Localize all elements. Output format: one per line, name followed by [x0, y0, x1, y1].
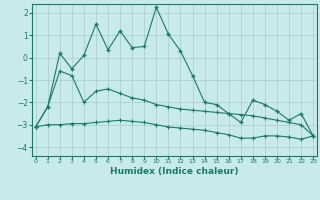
X-axis label: Humidex (Indice chaleur): Humidex (Indice chaleur)	[110, 167, 239, 176]
